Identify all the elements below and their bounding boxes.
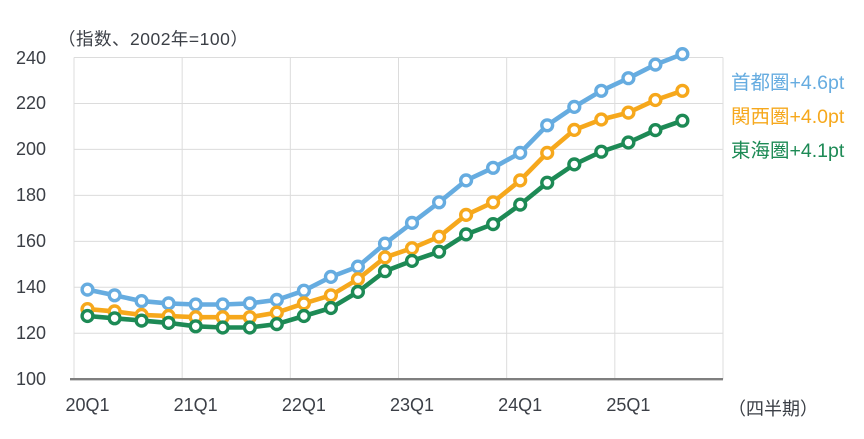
data-point-marker <box>323 300 339 316</box>
data-point-marker <box>567 99 582 115</box>
data-point-marker <box>134 313 149 328</box>
data-point-marker <box>377 264 393 279</box>
data-point-marker <box>215 297 230 312</box>
data-point-marker <box>648 123 663 138</box>
y-axis-tick-label: 240 <box>15 47 46 68</box>
chart-legend: 首都圏+4.6pt 関西圏+4.0pt 東海圏+4.1pt <box>731 66 844 168</box>
data-point-marker <box>486 160 501 175</box>
data-point-marker <box>296 296 312 311</box>
data-point-marker <box>404 253 420 269</box>
data-point-marker <box>134 294 149 309</box>
data-point-marker <box>377 236 393 251</box>
data-point-marker <box>567 122 582 137</box>
series-line-1 <box>85 88 685 320</box>
data-point-marker <box>161 315 176 331</box>
data-point-marker <box>350 259 366 274</box>
data-point-marker <box>161 296 176 311</box>
data-point-marker <box>459 207 474 223</box>
y-axis-tick-label: 160 <box>15 231 46 252</box>
y-axis-tick-label: 120 <box>15 323 46 344</box>
data-point-marker <box>404 241 420 256</box>
x-axis-unit-note: （四半期） <box>728 399 818 419</box>
x-axis-tick-label: 21Q1 <box>173 395 218 415</box>
data-point-marker <box>242 296 257 311</box>
data-point-marker <box>675 46 690 62</box>
data-point-marker <box>432 195 447 210</box>
chart-title: （指数、2002年=100） <box>58 29 249 49</box>
data-point-marker <box>540 175 555 190</box>
data-point-marker <box>296 283 312 298</box>
data-point-marker <box>540 118 555 133</box>
y-axis-tick-label: 180 <box>15 185 46 206</box>
data-point-marker <box>675 83 690 98</box>
data-point-marker <box>188 319 203 334</box>
x-axis-tick-label: 22Q1 <box>281 395 326 415</box>
data-point-marker <box>296 308 312 324</box>
data-point-marker <box>432 229 447 244</box>
data-point-marker <box>648 92 663 108</box>
legend-item-0: 首都圏+4.6pt <box>731 72 845 94</box>
data-point-marker <box>486 217 501 232</box>
data-point-marker <box>432 244 447 259</box>
data-point-marker <box>188 297 203 312</box>
data-point-marker <box>269 292 284 308</box>
data-point-marker <box>540 145 555 161</box>
data-point-marker <box>404 215 420 231</box>
x-axis-tick-label: 24Q1 <box>498 395 543 415</box>
data-point-marker <box>350 272 366 287</box>
data-point-marker <box>242 320 257 335</box>
data-point-marker <box>513 197 528 212</box>
x-axis-tick-label: 25Q1 <box>606 395 651 415</box>
data-point-marker <box>80 308 95 324</box>
data-point-marker <box>513 173 528 188</box>
series-line-2 <box>85 118 685 330</box>
data-point-marker <box>486 195 501 210</box>
data-point-marker <box>594 83 609 98</box>
data-point-marker <box>594 144 609 159</box>
data-point-marker <box>648 57 663 72</box>
data-point-marker <box>594 112 609 127</box>
data-point-marker <box>269 317 284 332</box>
data-point-marker <box>621 135 636 150</box>
data-point-marker <box>350 284 366 300</box>
data-point-marker <box>513 145 528 161</box>
x-axis-tick-label: 23Q1 <box>389 395 435 415</box>
data-point-marker <box>675 113 690 128</box>
legend-item-2: 東海圏+4.1pt <box>731 140 845 162</box>
data-point-marker <box>107 311 122 326</box>
data-point-marker <box>80 282 95 297</box>
x-axis-tick-label: 20Q1 <box>65 395 110 415</box>
data-point-marker <box>459 173 474 188</box>
y-axis-tick-label: 220 <box>15 93 46 114</box>
data-point-marker <box>377 250 393 265</box>
data-point-marker <box>323 288 339 303</box>
data-point-marker <box>107 288 122 303</box>
y-axis-tick-label: 200 <box>15 139 46 160</box>
data-point-marker <box>621 105 636 120</box>
data-point-marker <box>215 320 230 335</box>
y-axis-tick-label: 100 <box>15 369 46 390</box>
y-axis-tick-label: 140 <box>15 277 46 298</box>
data-point-marker <box>567 157 582 172</box>
data-point-marker <box>323 269 339 285</box>
data-point-marker <box>621 71 636 86</box>
data-point-marker <box>459 227 474 242</box>
data-point-marker <box>269 305 284 320</box>
legend-item-1: 関西圏+4.0pt <box>731 106 845 128</box>
